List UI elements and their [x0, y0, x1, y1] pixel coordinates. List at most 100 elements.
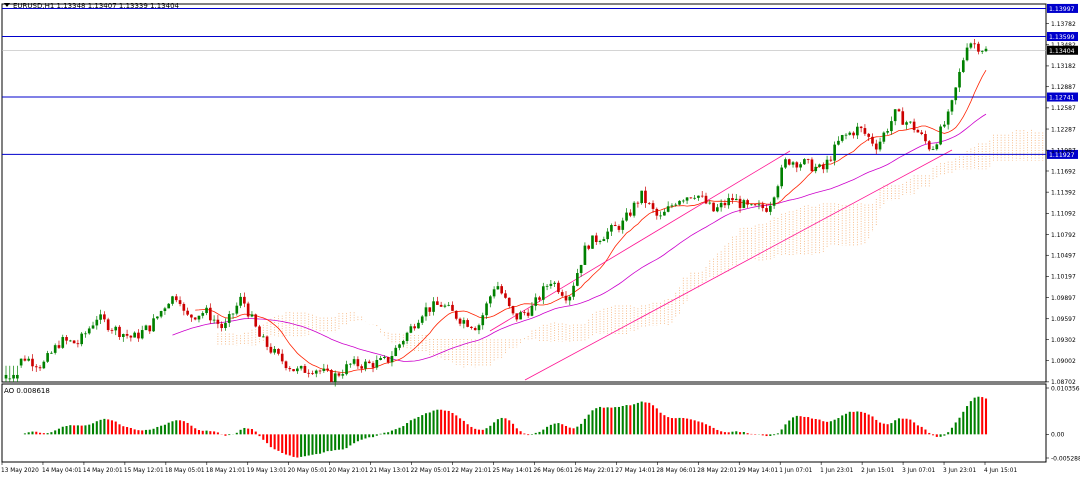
- candle-body: [776, 186, 780, 198]
- candle-body: [303, 365, 307, 373]
- candle-body: [61, 337, 65, 348]
- y-tick-label: 1.13782: [1051, 21, 1076, 28]
- candle-body: [905, 122, 908, 125]
- level-label-bg: [1047, 3, 1078, 13]
- candle-body: [825, 159, 829, 170]
- x-tick-label: 1 Jun 23:01: [820, 468, 853, 474]
- candle-body: [557, 282, 560, 293]
- candle-body: [190, 314, 193, 318]
- candle-body: [806, 159, 810, 160]
- candle-body: [42, 361, 46, 369]
- dropdown-triangle-icon[interactable]: [4, 3, 10, 7]
- candle-body: [201, 313, 205, 316]
- candle-body: [602, 239, 606, 242]
- candle-body: [553, 282, 556, 284]
- candle-body: [632, 202, 636, 216]
- x-tick-label: 3 Jun 23:01: [943, 468, 976, 474]
- candle-body: [519, 312, 522, 320]
- candle-body: [787, 159, 791, 165]
- candle-body: [731, 198, 734, 201]
- candle-body: [753, 204, 757, 206]
- candle-body: [280, 353, 284, 362]
- candle-body: [878, 141, 882, 150]
- y-tick-label: 1.11092: [1051, 211, 1076, 218]
- candle-body: [678, 200, 681, 205]
- candle-body: [140, 330, 144, 339]
- x-tick-label: 15 May 12:01: [124, 468, 164, 474]
- ao-name: AO: [4, 387, 15, 395]
- candle-body: [920, 132, 923, 134]
- candle-body: [364, 361, 367, 369]
- candle-body: [383, 356, 386, 359]
- candle-body: [311, 373, 314, 375]
- candle-body: [939, 126, 942, 145]
- candle-body: [205, 307, 208, 314]
- candle-body: [106, 319, 110, 331]
- candle-body: [375, 359, 379, 368]
- candle-body: [515, 313, 519, 320]
- y-tick-label: 1.08702: [1051, 379, 1076, 386]
- candle-body: [814, 166, 818, 172]
- candle-body: [447, 304, 451, 306]
- candle-body: [398, 344, 401, 348]
- candle-body: [454, 310, 458, 319]
- candle-body: [307, 372, 311, 374]
- x-tick-label: 14 May 04:01: [42, 468, 82, 474]
- candle-body: [477, 325, 481, 331]
- ao-label: AO 0.008618: [4, 387, 50, 395]
- candle-body: [156, 316, 159, 319]
- level-label-bg: [1047, 149, 1078, 159]
- candle-body: [848, 132, 852, 135]
- candle-body: [163, 308, 167, 312]
- candle-body: [489, 296, 492, 304]
- y-tick-label: 1.13482: [1051, 42, 1076, 49]
- candle-body: [924, 133, 927, 142]
- candle-body: [697, 195, 700, 198]
- candle-body: [481, 315, 485, 326]
- ma-fast-line: [195, 69, 987, 374]
- candle-body: [591, 235, 594, 249]
- candle-body: [462, 320, 466, 324]
- candle-body: [356, 359, 360, 367]
- candle-body: [296, 368, 299, 372]
- candle-body: [874, 143, 878, 150]
- candle-body: [360, 366, 363, 369]
- candle-body: [507, 297, 511, 307]
- candle-body: [220, 323, 223, 329]
- ao-tick-label: -0.005288: [1051, 455, 1080, 462]
- ohlc-values: 1.13348 1.13407 1.13339 1.13404: [56, 2, 180, 10]
- y-tick-label: 1.10792: [1051, 232, 1076, 239]
- candle-body: [840, 135, 844, 141]
- y-tick-label: 1.12887: [1051, 84, 1076, 91]
- candle-body: [390, 355, 394, 363]
- candle-body: [436, 301, 439, 305]
- candle-body: [103, 314, 106, 320]
- candle-body: [114, 326, 118, 331]
- candle-body: [349, 363, 352, 365]
- y-tick-label: 1.09597: [1051, 316, 1076, 323]
- candle-body: [216, 319, 220, 324]
- candle-body: [742, 200, 746, 208]
- x-tick-label: 3 Jun 07:01: [902, 468, 935, 474]
- candle-body: [258, 326, 261, 337]
- candle-body: [969, 43, 973, 48]
- candle-body: [314, 370, 318, 374]
- candle-body: [935, 144, 939, 150]
- candle-body: [231, 313, 235, 315]
- candle-body: [178, 300, 182, 304]
- candle-body: [451, 304, 454, 311]
- candle-body: [727, 198, 731, 206]
- candle-body: [224, 322, 227, 329]
- candle-body: [318, 370, 322, 372]
- candle-body: [980, 51, 984, 52]
- candle-body: [538, 297, 541, 300]
- candle-body: [867, 133, 871, 137]
- x-tick-label: 20 May 05:01: [288, 468, 328, 474]
- candle-body: [833, 144, 836, 161]
- candle-body: [345, 364, 348, 375]
- candle-body: [239, 296, 242, 306]
- candle-body: [738, 198, 742, 208]
- candle-body: [159, 311, 163, 317]
